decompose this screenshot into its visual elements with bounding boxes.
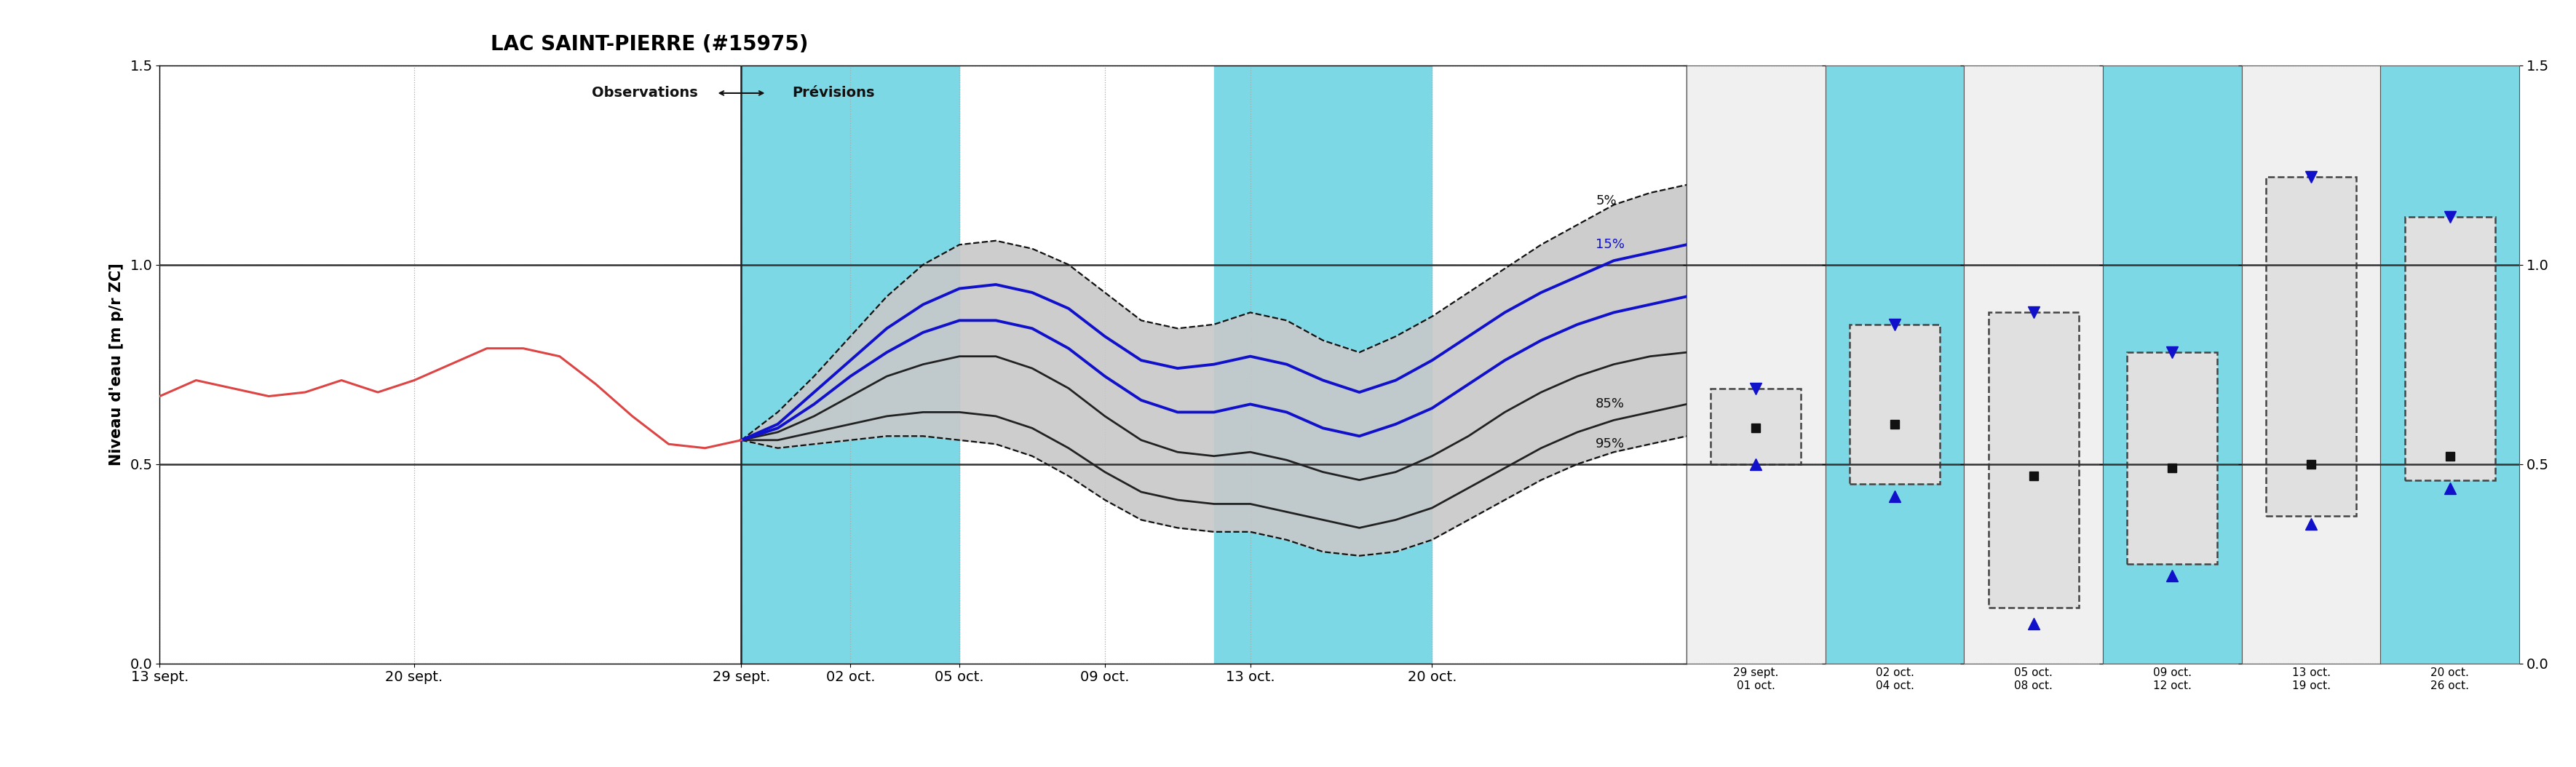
Text: 85%: 85% (1595, 397, 1625, 411)
Text: Prévisions: Prévisions (793, 86, 876, 100)
Text: Observations: Observations (592, 86, 698, 100)
Y-axis label: Niveau d'eau [m p/r ZC]: Niveau d'eau [m p/r ZC] (108, 263, 124, 466)
Bar (742, 65, 958, 663)
FancyBboxPatch shape (2267, 177, 2357, 516)
X-axis label: 05 oct.
08 oct.: 05 oct. 08 oct. (2014, 667, 2053, 691)
X-axis label: 02 oct.
04 oct.: 02 oct. 04 oct. (1875, 667, 1914, 691)
FancyBboxPatch shape (2406, 217, 2496, 480)
X-axis label: 09 oct.
12 oct.: 09 oct. 12 oct. (2154, 667, 2192, 691)
FancyBboxPatch shape (2128, 352, 2218, 564)
Bar (1213, 65, 1432, 663)
FancyBboxPatch shape (1710, 388, 1801, 464)
Text: 15%: 15% (1595, 238, 1625, 252)
Text: LAC SAINT-PIERRE (#15975): LAC SAINT-PIERRE (#15975) (489, 35, 809, 55)
FancyBboxPatch shape (1850, 324, 1940, 484)
X-axis label: 13 oct.
19 oct.: 13 oct. 19 oct. (2293, 667, 2331, 691)
X-axis label: 29 sept.
01 oct.: 29 sept. 01 oct. (1734, 667, 1777, 691)
FancyBboxPatch shape (1989, 312, 2079, 607)
Text: 5%: 5% (1595, 194, 1618, 207)
X-axis label: 20 oct.
26 oct.: 20 oct. 26 oct. (2432, 667, 2470, 691)
Text: 95%: 95% (1595, 437, 1625, 451)
